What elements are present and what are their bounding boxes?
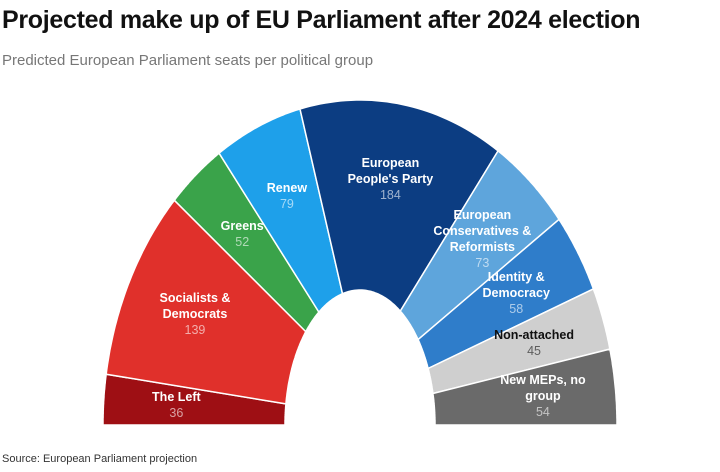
category-label: European People's Party <box>347 156 434 187</box>
category-label: Non-attached <box>494 328 574 343</box>
category-label: Renew <box>266 181 308 196</box>
segment-label: European Conservatives & Reformists 73 <box>427 207 537 271</box>
value-label: 184 <box>379 188 401 203</box>
value-label: 139 <box>184 323 206 338</box>
category-label: Identity & Democracy <box>482 270 550 301</box>
category-label: The Left <box>152 390 201 405</box>
chart-title: Projected make up of EU Parliament after… <box>2 6 641 34</box>
segment-label: Identity & Democracy 58 <box>461 269 571 317</box>
category-label: Socialists & Democrats <box>159 291 231 322</box>
value-label: 58 <box>509 302 524 317</box>
category-label: European Conservatives & Reformists <box>433 207 532 254</box>
segment-label: European People's Party 184 <box>335 155 445 203</box>
chart-subtitle: Predicted European Parliament seats per … <box>2 52 374 69</box>
category-label: Greens <box>220 218 264 233</box>
value-label: 52 <box>235 234 250 249</box>
segment-label: The Left 36 <box>121 389 231 421</box>
source-note: Source: European Parliament projection <box>2 453 198 465</box>
value-label: 73 <box>475 255 490 270</box>
value-label: 54 <box>535 404 550 419</box>
value-label: 79 <box>279 197 294 212</box>
value-label: 36 <box>169 406 184 421</box>
segment-label: Renew 79 <box>232 180 342 212</box>
value-label: 45 <box>527 344 541 359</box>
category-label: New MEPs, no group <box>500 372 586 403</box>
segment-label: New MEPs, no group 54 <box>488 372 598 420</box>
seat-segment <box>432 348 618 426</box>
segment-label: Socialists & Democrats 139 <box>140 290 250 338</box>
segment-label: Non-attached 45 <box>479 327 589 359</box>
segment-label: Greens 52 <box>187 218 297 250</box>
